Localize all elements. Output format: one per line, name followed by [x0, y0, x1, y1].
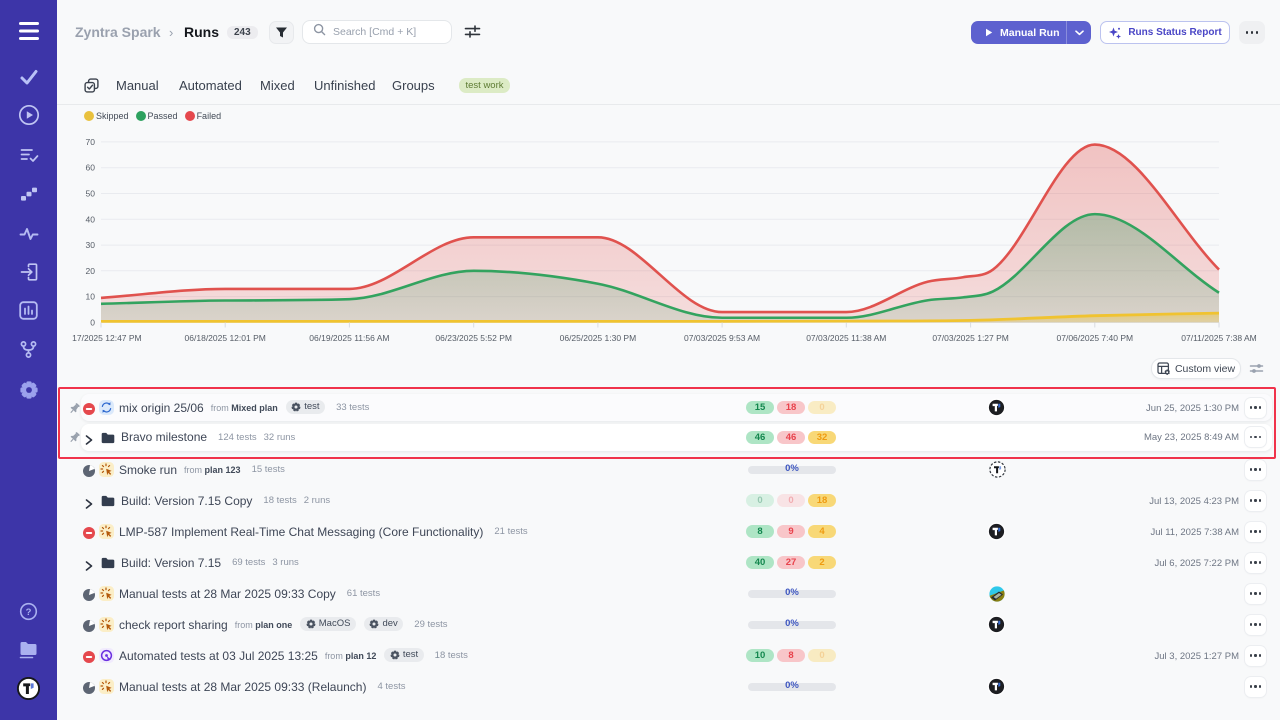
- svg-text:06/17/2025 12:47 PM: 06/17/2025 12:47 PM: [60, 333, 141, 343]
- svg-text:07/03/2025 11:38 AM: 07/03/2025 11:38 AM: [806, 333, 886, 343]
- svg-text:40: 40: [86, 214, 96, 224]
- svg-text:06/25/2025 1:30 PM: 06/25/2025 1:30 PM: [560, 333, 637, 343]
- svg-text:07/03/2025 1:27 PM: 07/03/2025 1:27 PM: [932, 333, 1009, 343]
- svg-text:07/03/2025 9:53 AM: 07/03/2025 9:53 AM: [684, 333, 760, 343]
- svg-text:07/11/2025 7:38 AM: 07/11/2025 7:38 AM: [1181, 333, 1256, 343]
- svg-text:50: 50: [86, 189, 96, 199]
- svg-text:70: 70: [86, 137, 96, 147]
- svg-text:0: 0: [90, 317, 95, 327]
- svg-text:06/18/2025 12:01 PM: 06/18/2025 12:01 PM: [185, 333, 266, 343]
- svg-text:10: 10: [86, 292, 96, 302]
- svg-text:30: 30: [86, 240, 96, 250]
- svg-text:?: ?: [26, 607, 32, 618]
- svg-text:60: 60: [86, 163, 96, 173]
- svg-text:06/23/2025 5:52 PM: 06/23/2025 5:52 PM: [435, 333, 512, 343]
- svg-text:20: 20: [86, 266, 96, 276]
- svg-text:06/19/2025 11:56 AM: 06/19/2025 11:56 AM: [309, 333, 389, 343]
- svg-text:07/06/2025 7:40 PM: 07/06/2025 7:40 PM: [1057, 333, 1134, 343]
